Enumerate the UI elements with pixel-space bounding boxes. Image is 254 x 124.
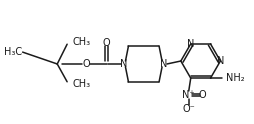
Text: N: N <box>216 56 223 66</box>
Text: NH₂: NH₂ <box>226 73 244 83</box>
Text: N⁺: N⁺ <box>182 90 194 100</box>
Text: O: O <box>198 90 205 100</box>
Text: N: N <box>186 39 194 49</box>
Text: O: O <box>82 59 89 69</box>
Text: O⁻: O⁻ <box>182 104 194 114</box>
Text: CH₃: CH₃ <box>72 37 90 47</box>
Text: O: O <box>102 38 110 48</box>
Text: H₃C: H₃C <box>4 47 22 57</box>
Text: N: N <box>160 59 167 69</box>
Text: CH₃: CH₃ <box>72 79 90 89</box>
Text: N: N <box>119 59 127 69</box>
